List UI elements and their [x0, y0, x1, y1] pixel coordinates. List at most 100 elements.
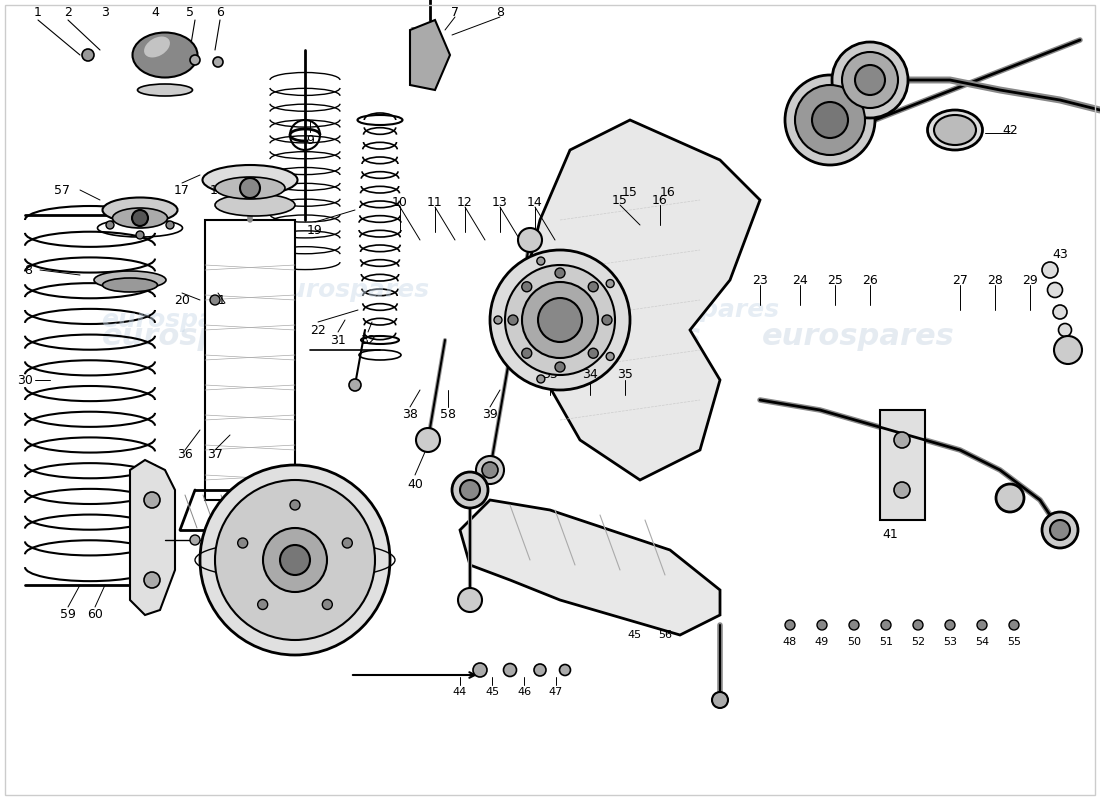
Circle shape — [508, 315, 518, 325]
Circle shape — [1053, 305, 1067, 319]
Polygon shape — [520, 120, 760, 480]
Circle shape — [82, 49, 94, 61]
Circle shape — [560, 665, 571, 675]
Ellipse shape — [102, 198, 177, 222]
Text: eurospares: eurospares — [620, 298, 779, 322]
Circle shape — [213, 57, 223, 67]
Text: 32: 32 — [360, 334, 376, 346]
Circle shape — [785, 620, 795, 630]
Circle shape — [210, 295, 220, 305]
Text: 52: 52 — [911, 637, 925, 647]
Circle shape — [166, 221, 174, 229]
Text: 50: 50 — [847, 637, 861, 647]
Circle shape — [1042, 512, 1078, 548]
Text: 17: 17 — [174, 183, 190, 197]
Text: 42: 42 — [1002, 123, 1018, 137]
Circle shape — [200, 465, 390, 655]
Circle shape — [452, 472, 488, 508]
Circle shape — [349, 379, 361, 391]
Polygon shape — [460, 500, 720, 635]
Circle shape — [834, 78, 838, 82]
Circle shape — [1047, 282, 1063, 298]
Text: 23: 23 — [752, 274, 768, 286]
Circle shape — [1009, 620, 1019, 630]
Text: eurospares: eurospares — [271, 278, 429, 302]
Ellipse shape — [934, 115, 976, 145]
Circle shape — [106, 221, 114, 229]
Circle shape — [588, 282, 598, 292]
Circle shape — [835, 84, 839, 88]
Circle shape — [238, 538, 248, 548]
Text: 8: 8 — [496, 6, 504, 18]
Circle shape — [857, 89, 860, 93]
Text: 55: 55 — [1006, 637, 1021, 647]
Text: 45: 45 — [628, 630, 642, 640]
Text: 14: 14 — [527, 195, 543, 209]
Circle shape — [849, 620, 859, 630]
Text: 37: 37 — [207, 449, 223, 462]
Ellipse shape — [102, 278, 157, 292]
Text: 10: 10 — [392, 195, 408, 209]
Text: 25: 25 — [827, 274, 843, 286]
Text: 41: 41 — [882, 529, 898, 542]
Circle shape — [342, 538, 352, 548]
Text: 26: 26 — [862, 274, 878, 286]
Text: 21: 21 — [210, 294, 225, 306]
Ellipse shape — [202, 165, 297, 195]
Text: 24: 24 — [792, 274, 807, 286]
Text: 48: 48 — [783, 637, 798, 647]
Ellipse shape — [927, 110, 982, 150]
Text: 8: 8 — [24, 263, 32, 277]
Circle shape — [855, 65, 886, 95]
Text: 16: 16 — [660, 186, 675, 198]
Circle shape — [416, 428, 440, 452]
Text: 47: 47 — [549, 687, 563, 697]
Circle shape — [839, 89, 844, 93]
Text: 15: 15 — [612, 194, 628, 206]
Text: 18: 18 — [210, 183, 225, 197]
Circle shape — [894, 432, 910, 448]
Circle shape — [458, 588, 482, 612]
Text: eurospares: eurospares — [101, 322, 295, 350]
Circle shape — [842, 52, 898, 108]
Text: 35: 35 — [617, 369, 632, 382]
Circle shape — [190, 55, 200, 65]
Circle shape — [144, 572, 159, 588]
Circle shape — [913, 620, 923, 630]
Circle shape — [1042, 262, 1058, 278]
Circle shape — [144, 492, 159, 508]
Ellipse shape — [132, 33, 198, 78]
Ellipse shape — [138, 84, 192, 96]
Text: 13: 13 — [492, 195, 508, 209]
Text: 2: 2 — [64, 6, 72, 18]
Text: 33: 33 — [542, 369, 558, 382]
Circle shape — [505, 265, 615, 375]
Text: 20: 20 — [174, 294, 190, 306]
Circle shape — [606, 279, 614, 287]
Circle shape — [521, 348, 531, 358]
Circle shape — [1058, 323, 1071, 337]
Text: 19: 19 — [307, 223, 323, 237]
Text: eurospares: eurospares — [508, 322, 702, 350]
Circle shape — [482, 462, 498, 478]
Circle shape — [473, 663, 487, 677]
Text: 1: 1 — [34, 6, 42, 18]
Ellipse shape — [214, 194, 295, 216]
Circle shape — [588, 348, 598, 358]
Circle shape — [812, 102, 848, 138]
Circle shape — [537, 257, 544, 265]
Circle shape — [522, 282, 598, 358]
Circle shape — [490, 250, 630, 390]
Text: 46: 46 — [517, 687, 531, 697]
Circle shape — [712, 692, 728, 708]
Text: 7: 7 — [451, 6, 459, 18]
Bar — [205, 220, 295, 500]
Text: 43: 43 — [1052, 249, 1068, 262]
Circle shape — [534, 664, 546, 676]
Circle shape — [518, 228, 542, 252]
Circle shape — [521, 282, 531, 292]
Text: 34: 34 — [582, 369, 598, 382]
Circle shape — [977, 620, 987, 630]
Circle shape — [556, 268, 565, 278]
Text: 49: 49 — [815, 637, 829, 647]
